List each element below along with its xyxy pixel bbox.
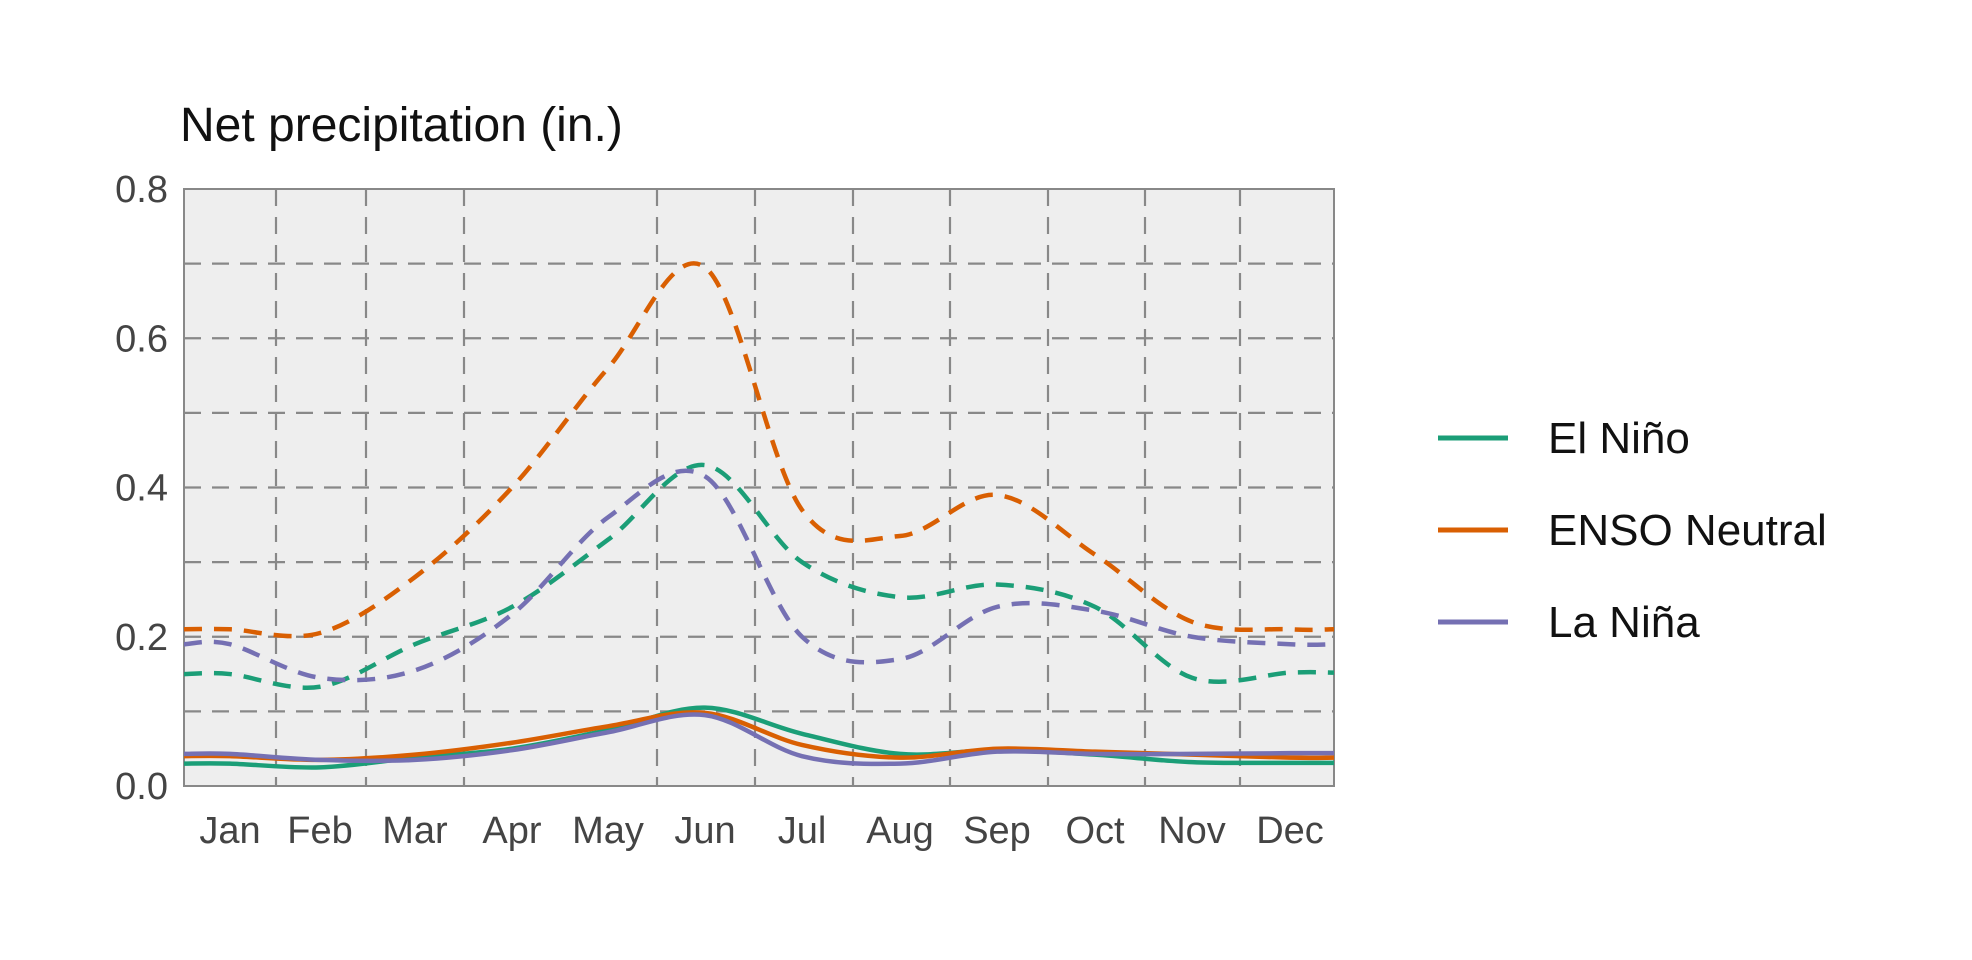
y-tick-label: 0.0	[115, 766, 168, 808]
series-lines	[183, 261, 1335, 770]
y-tick-label: 0.4	[115, 468, 168, 510]
x-tick-label: Nov	[1158, 810, 1226, 852]
x-tick-label: Sep	[963, 810, 1031, 852]
x-tick-label: Jun	[674, 810, 735, 852]
x-tick-label: Dec	[1256, 810, 1324, 852]
grid-lines	[184, 189, 1334, 786]
y-tick-label: 0.8	[115, 169, 168, 211]
legend-label: La Niña	[1548, 598, 1700, 647]
series-line-dashed-1	[183, 261, 1335, 639]
series-line-solid-2	[183, 712, 1335, 767]
x-tick-label: Mar	[382, 810, 448, 852]
y-axis-ticks: 0.0 0.2 0.4 0.6 0.8	[115, 169, 168, 808]
x-tick-label: May	[572, 810, 644, 852]
x-tick-label: Feb	[287, 810, 352, 852]
series-line-dashed-2	[183, 468, 1335, 683]
x-tick-label: Apr	[482, 810, 541, 852]
y-tick-label: 0.6	[115, 318, 168, 360]
legend-label: El Niño	[1548, 414, 1690, 463]
series-line-solid-0	[183, 705, 1335, 770]
x-tick-label: Oct	[1065, 810, 1125, 852]
series-line-dashed-0	[183, 462, 1335, 690]
x-tick-label: Jul	[778, 810, 827, 852]
legend-label: ENSO Neutral	[1548, 506, 1827, 555]
x-tick-label: Jan	[199, 810, 260, 852]
y-tick-label: 0.2	[115, 617, 168, 659]
x-axis-ticks: Jan Feb Mar Apr May Jun Jul Aug Sep Oct Nov Dec	[199, 810, 1323, 852]
chart-title: Net precipitation (in.)	[180, 99, 623, 152]
legend: El Niño ENSO Neutral La Niña	[1438, 414, 1827, 647]
x-tick-label: Aug	[866, 810, 934, 852]
